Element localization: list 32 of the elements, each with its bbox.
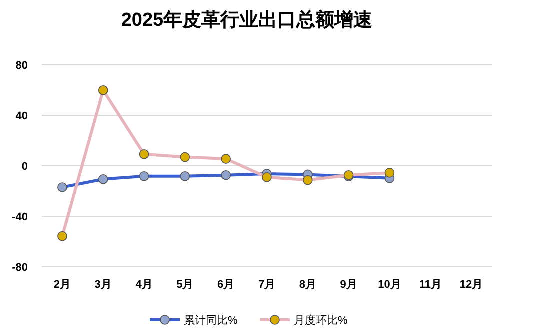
x-tick-label: 2月	[54, 279, 72, 291]
point	[303, 175, 313, 186]
x-tick-label: 4月	[136, 279, 153, 291]
y-tick-label: 0	[22, 161, 28, 173]
x-tick-label: 5月	[176, 279, 194, 291]
x-tick-label: 9月	[340, 279, 358, 291]
point	[139, 171, 150, 182]
point	[221, 154, 231, 164]
x-tick-label: 6月	[218, 279, 235, 291]
point	[98, 174, 108, 184]
point	[221, 170, 231, 180]
point	[98, 85, 108, 96]
point	[58, 231, 68, 242]
y-tick-label: 80	[16, 60, 28, 72]
x-tick-label: 8月	[299, 279, 316, 291]
legend-label: 累计同比%	[184, 314, 238, 327]
point	[180, 171, 190, 182]
x-tick-label: 10月	[378, 279, 402, 291]
point	[58, 182, 68, 192]
legend-label: 月度环比%	[294, 314, 348, 327]
y-tick-label: 40	[16, 110, 28, 122]
point	[262, 172, 272, 182]
point	[139, 149, 150, 160]
x-tick-label: 3月	[94, 279, 112, 291]
x-tick-label: 12月	[460, 279, 484, 291]
chart-title: 2025年皮革行业出口总额增速	[121, 9, 373, 31]
y-tick-label: -40	[12, 212, 28, 224]
point	[384, 168, 395, 178]
x-tick-label: 11月	[419, 279, 442, 291]
y-tick-label: -80	[12, 262, 28, 274]
x-tick-label: 7月	[258, 279, 276, 291]
point	[180, 152, 190, 162]
